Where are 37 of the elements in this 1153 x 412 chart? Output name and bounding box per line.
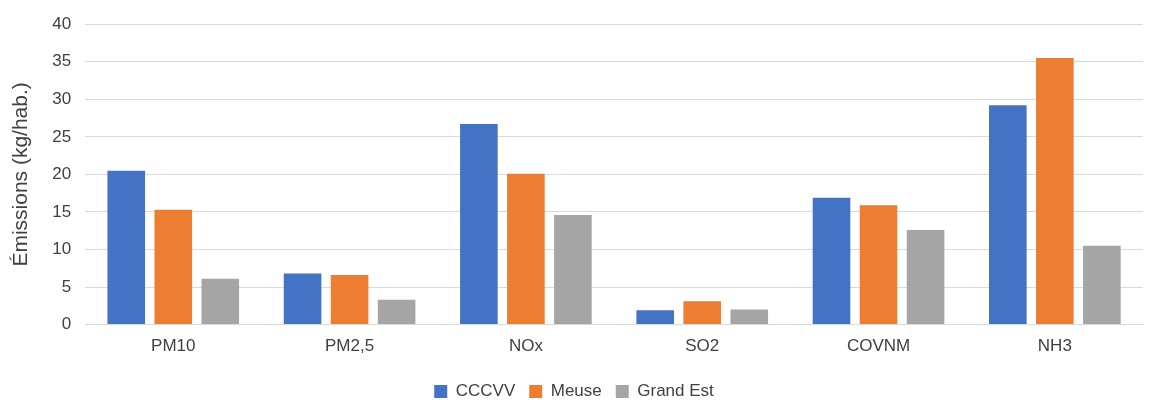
bar [107,170,146,325]
y-axis-title: Émissions (kg/hab.) [8,82,32,267]
bar [201,278,240,325]
bar [377,299,416,325]
bar [636,310,674,325]
legend-label: Meuse [550,381,602,401]
legend-label: Grand Est [637,381,715,401]
bar [460,124,498,325]
legend-label: CCCVV [455,381,516,401]
x-tick-label: NH3 [1037,336,1072,356]
bar [989,105,1027,325]
bar [507,173,545,325]
bar [730,309,769,325]
y-tick-label: 10 [52,239,72,259]
y-tick-label: 40 [52,13,72,33]
x-tick-label: COVNM [846,336,911,356]
y-tick-label: 35 [52,51,72,71]
y-tick-label: 15 [52,201,72,221]
bar [283,273,322,325]
bar [154,209,193,325]
y-tick-label: 25 [52,126,72,146]
x-tick-label: SO2 [685,336,720,356]
x-tick-label: NOx [508,336,544,356]
bar [812,197,851,325]
x-tick-label: PM2,5 [325,336,375,356]
bar [859,205,898,325]
bar [1036,58,1074,325]
y-tick-label: 0 [61,314,72,334]
x-tick-label: PM10 [151,336,196,356]
bar [906,229,945,325]
y-tick-label: 5 [61,276,72,296]
y-tick-label: 30 [52,88,72,108]
bar [1083,245,1121,325]
bar [330,275,369,325]
bar [554,214,592,325]
y-tick-label: 20 [52,164,72,184]
bar [683,301,722,325]
